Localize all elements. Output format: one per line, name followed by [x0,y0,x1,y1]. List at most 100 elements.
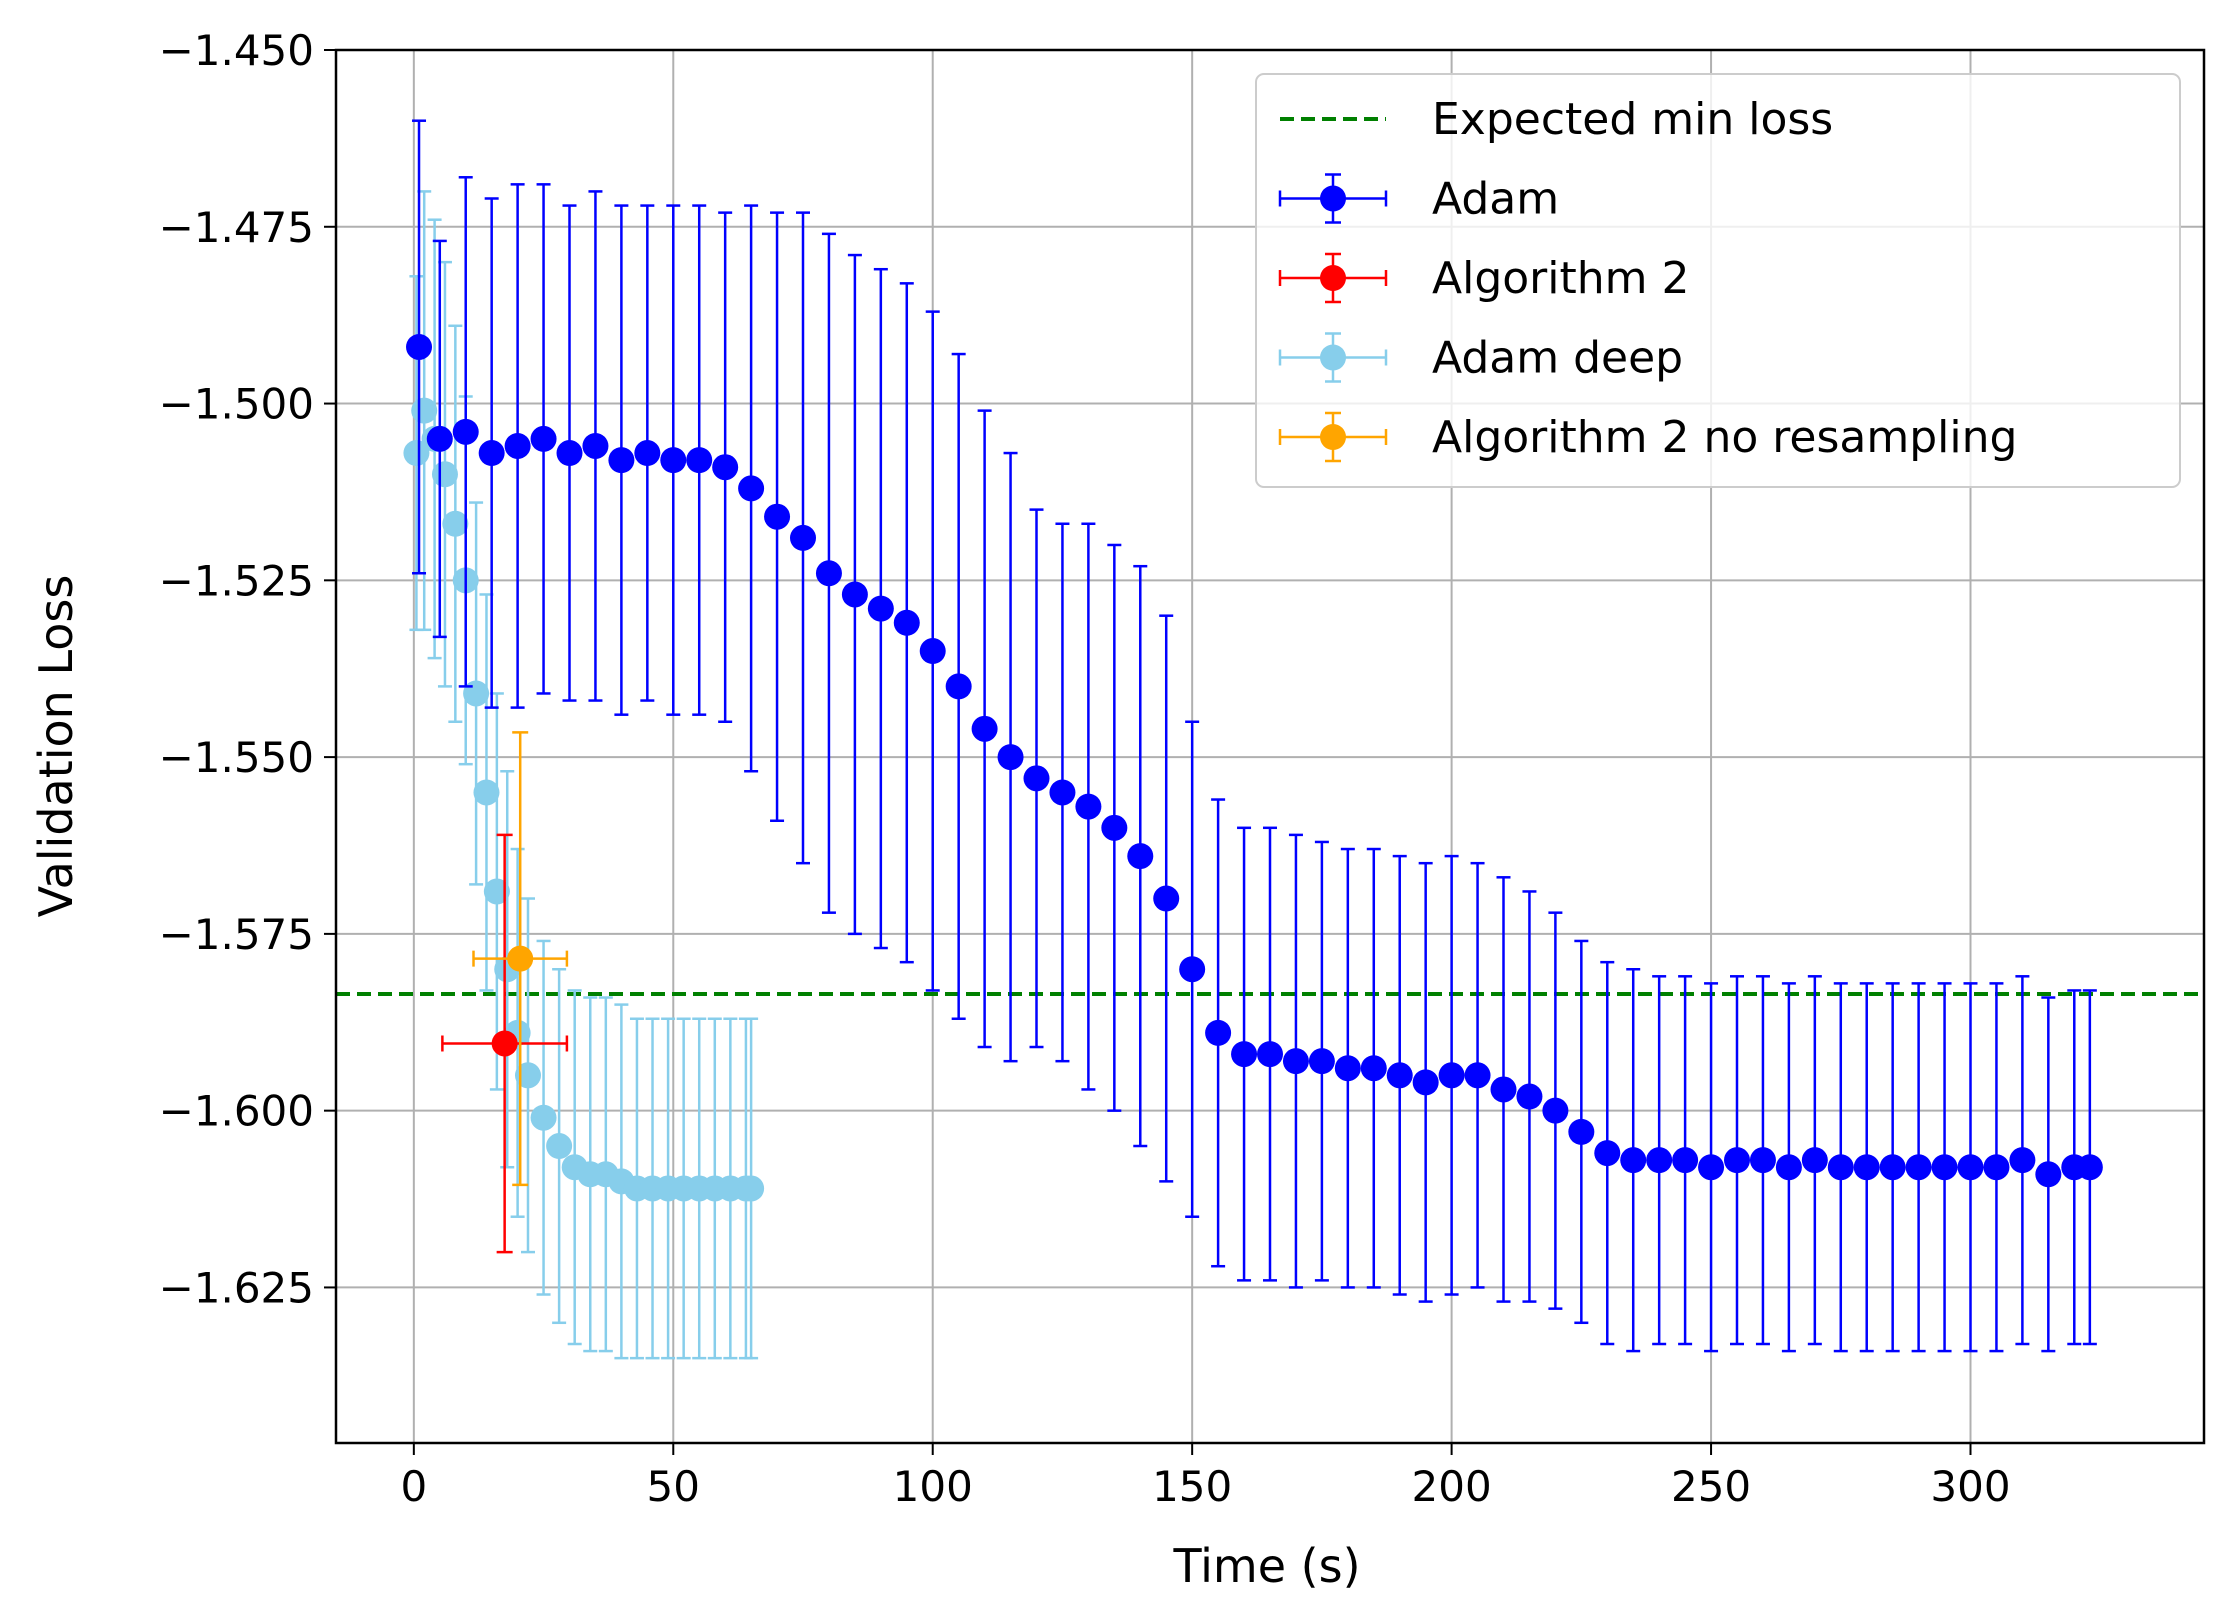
adam-point [1153,885,1180,912]
adam-point [1905,1154,1932,1181]
adam-point [1231,1041,1258,1068]
adam-point [997,744,1024,771]
adam-point [1646,1147,1673,1174]
adam-point [660,447,687,474]
adam-point [893,609,920,636]
adam-point [1749,1147,1776,1174]
legend-box [1255,73,2181,488]
y-tick-label: −1.525 [159,556,314,605]
algorithm-2-series [441,833,569,1254]
adam-deep-point [431,461,458,488]
adam-point [1879,1154,1906,1181]
adam-point [1724,1147,1750,1174]
x-tick-label: 50 [647,1462,700,1511]
adam-point [1282,1048,1309,1075]
adam-point [530,425,557,452]
adam-point [1568,1118,1595,1145]
adam-deep-point [473,779,500,806]
adam-point [1594,1140,1621,1167]
adam-point [1334,1055,1361,1082]
adam-point [738,475,765,502]
adam-point [1853,1154,1880,1181]
y-tick-label: −1.500 [159,380,314,429]
x-tick-label: 150 [1152,1462,1232,1511]
adam-point [2035,1161,2062,1188]
adam-point [426,425,453,452]
adam-point [634,440,661,467]
adam-point [452,418,479,445]
axes-frame [334,48,2206,1445]
legend: Expected min loss Adam Algorithm 2 Adam dee… [1255,73,2181,488]
adam-deep-point [463,680,490,707]
adam-deep-point [483,878,510,905]
adam-point [1620,1147,1647,1174]
adam-point [1775,1154,1802,1181]
adam-point [1412,1069,1439,1096]
adam-point [919,638,946,665]
adam-point [686,447,713,474]
x-tick-label: 100 [893,1462,973,1511]
adam-point [478,440,505,467]
adam-point [1464,1062,1491,1089]
adam-deep-point [530,1104,557,1131]
adam-point [1386,1062,1413,1089]
adam-point [790,524,816,551]
adam-point [1179,956,1206,983]
adam-point [504,432,531,459]
adam-point [582,432,609,459]
x-tick-label: 200 [1412,1462,1492,1511]
adam-point [1542,1097,1569,1124]
y-tick-label: −1.475 [159,203,314,252]
adam-point [1827,1154,1854,1181]
adam-point [556,440,583,467]
adam-point [2009,1147,2036,1174]
adam-point [1049,779,1076,806]
y-tick-label: −1.600 [159,1087,314,1136]
legend-handle-marker [1320,344,1346,371]
legend-label-algorithm-2-no-resampling: Algorithm 2 no resampling [1432,412,2017,463]
algorithm-2-no-resampling-series [472,731,569,1187]
adam-point [1957,1154,1984,1181]
adam-point [1205,1019,1232,1046]
y-tick-label: −1.450 [159,26,314,75]
adam-point [1672,1147,1699,1174]
adam-point [608,447,635,474]
adam-point [867,595,894,622]
y-axis-ticks: −1.450 −1.475 −1.500 −1.525 −1.550 −1.575 −1.6… [159,26,336,1312]
x-tick-label: 250 [1671,1462,1751,1511]
y-tick-label: −1.625 [159,1263,314,1312]
adam-point [1257,1041,1283,1068]
adam-point [1931,1154,1958,1181]
adam-point [1801,1147,1828,1174]
adam-point [1698,1154,1725,1181]
adam-deep-point [403,440,430,467]
adam-point [841,581,868,608]
adam-point [2076,1154,2103,1181]
adam-series [406,119,2103,1353]
legend-label-expected-min-loss: Expected min loss [1432,94,1833,145]
y-tick-label: −1.575 [159,910,314,959]
x-tick-label: 0 [400,1462,427,1511]
adam-point [764,503,791,530]
x-tick-label: 300 [1930,1462,2010,1511]
adam-deep-point [411,397,438,424]
legend-label-adam-deep: Adam deep [1432,333,1683,384]
legend-handle-marker [1320,185,1346,212]
adam-point [1308,1048,1335,1075]
legend-handle-marker [1320,424,1346,450]
adam-point [1023,765,1050,792]
x-axis-label: Time (s) [1172,1539,1360,1593]
legend-label-adam: Adam [1432,174,1559,225]
adam-deep-point [738,1175,765,1202]
adam-point [1516,1083,1543,1110]
series-layer [403,119,2103,1360]
y-axis-label: Validation Loss [29,575,83,918]
x-axis-ticks: 0 50 100 150 200 250 300 [400,1443,2011,1511]
adam-point [712,454,739,481]
adam-deep-point [546,1133,573,1160]
adam-point [1075,793,1102,820]
adam-point [1983,1154,2010,1181]
adam-point [1490,1076,1517,1103]
y-tick-label: −1.550 [159,733,314,782]
